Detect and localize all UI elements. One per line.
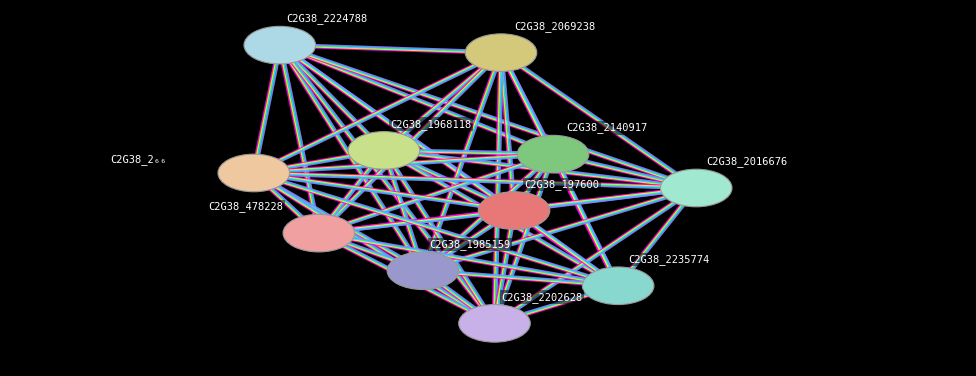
Ellipse shape (466, 34, 537, 71)
Text: C2G38_2235774: C2G38_2235774 (629, 254, 710, 265)
Ellipse shape (244, 26, 315, 64)
Text: C2G38_2224788: C2G38_2224788 (286, 14, 368, 24)
Text: C2G38_2140917: C2G38_2140917 (566, 123, 647, 133)
Ellipse shape (478, 192, 549, 229)
Ellipse shape (517, 135, 589, 173)
Ellipse shape (387, 252, 459, 290)
Text: C2G38_1968118: C2G38_1968118 (390, 119, 471, 130)
Ellipse shape (283, 214, 354, 252)
Ellipse shape (218, 154, 290, 192)
Text: C2G38_2202628: C2G38_2202628 (501, 292, 583, 303)
Text: C2G38_1985159: C2G38_1985159 (429, 239, 510, 250)
Text: C2G38_2069238: C2G38_2069238 (514, 21, 595, 32)
Ellipse shape (459, 305, 530, 342)
Text: C2G38_2016676: C2G38_2016676 (707, 156, 788, 167)
Text: C2G38_197600: C2G38_197600 (524, 179, 599, 190)
Ellipse shape (661, 169, 732, 207)
Ellipse shape (583, 267, 654, 305)
Ellipse shape (348, 132, 420, 169)
Text: C2G38_2₆₆: C2G38_2₆₆ (110, 155, 167, 165)
Text: C2G38_478228: C2G38_478228 (208, 202, 283, 212)
